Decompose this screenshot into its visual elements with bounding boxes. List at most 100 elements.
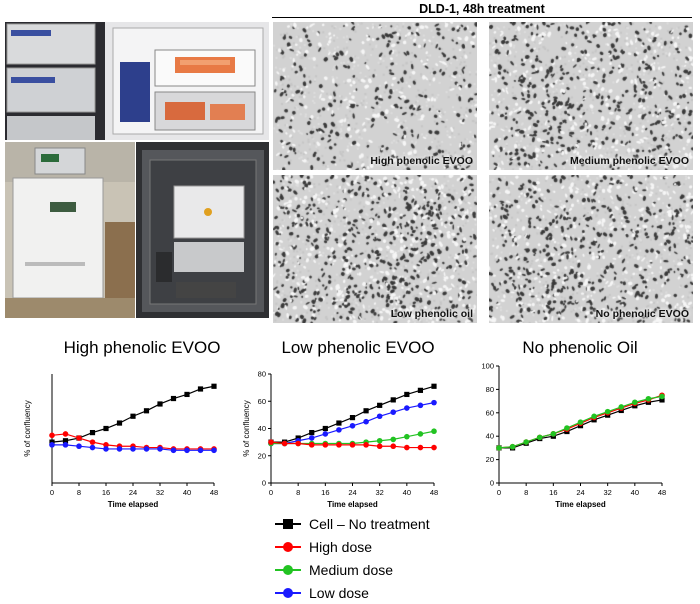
data-point [404,405,410,411]
chart-high-phenolic: 0 8 16 24 32 40 48 Time elapsed % of confluency [23,374,218,509]
legend-label: Cell – No treatment [309,515,430,532]
data-point [157,446,163,452]
x-tick-label: 8 [77,488,81,497]
y-tick-label: 20 [258,451,266,460]
data-point [659,393,665,400]
x-tick-label: 8 [524,488,528,497]
y-tick-label: 60 [258,397,266,406]
data-point [103,442,109,448]
data-point [431,444,437,451]
data-point [322,431,329,437]
incubator-photo-top [5,22,269,140]
x-tick-label: 24 [129,488,137,497]
x-tick-label: 48 [430,488,438,497]
data-point [390,443,397,450]
micro-panel-medium: Medium phenolic EVOO [489,22,693,170]
incubator-photo-left [5,142,135,318]
legend-label: Medium dose [309,561,394,578]
y-tick-label: 0 [490,479,494,488]
data-point [309,429,315,436]
x-tick-label: 24 [348,488,356,497]
data-point [336,442,342,448]
data-point [308,442,315,448]
data-point [76,443,82,450]
x-axis-label: Time elapsed [108,500,159,509]
data-point [431,383,437,389]
x-tick-label: 40 [631,488,639,497]
data-point [390,409,397,415]
data-point [376,443,383,450]
data-point [49,442,55,448]
data-point [659,397,665,403]
x-tick-label: 0 [497,488,501,497]
data-point [336,420,342,426]
y-tick-label: 40 [486,432,494,441]
x-tick-label: 16 [102,488,110,497]
data-point [577,419,584,425]
data-point [509,443,516,450]
data-point [103,425,109,432]
data-point [89,439,96,445]
data-point [295,440,301,447]
data-point [197,386,204,392]
data-point [211,383,217,389]
microscopy-title: DLD-1, 48h treatment [419,2,545,16]
data-point [376,437,383,444]
data-point [281,440,288,447]
data-point [89,429,96,436]
data-point [404,391,410,398]
data-point [349,442,356,448]
legend-label: High dose [309,538,373,555]
micro-label-high: High phenolic EVOO [370,155,473,167]
y-tick-label: 80 [486,385,494,394]
data-point [184,391,190,398]
x-tick-label: 48 [658,488,666,497]
data-point [157,401,163,407]
data-point [62,442,69,448]
y-tick-label: 20 [486,455,494,464]
x-tick-label: 32 [603,488,611,497]
y-tick-label: 0 [262,479,266,488]
legend-item: Medium dose [275,558,430,581]
data-point [417,387,424,393]
x-tick-label: 16 [549,488,557,497]
data-point [618,404,625,410]
data-point [76,435,82,441]
data-point [143,408,150,414]
legend-item: Cell – No treatment [275,512,430,535]
data-point [349,415,356,421]
data-point [632,399,638,406]
micro-label-medium: Medium phenolic EVOO [569,155,689,167]
data-point [170,395,177,402]
data-point [336,427,342,433]
micro-label-low: Low phenolic oil [390,308,473,320]
x-tick-label: 8 [296,488,300,497]
data-point [116,446,123,452]
y-axis-label: % of confluency [242,400,251,456]
chart-title-low: Low phenolic EVOO [281,338,435,357]
data-point [268,439,274,445]
y-axis-label: % of confluency [23,400,32,456]
incubator-photo-right [136,142,269,318]
x-tick-label: 24 [576,488,584,497]
data-point [89,444,96,451]
data-point [431,399,437,406]
data-point [116,420,123,426]
data-point [62,431,69,437]
data-point [130,413,136,419]
chart-title-none: No phenolic Oil [522,338,638,357]
x-tick-label: 48 [210,488,218,497]
chart-low-phenolic: 0 8 16 24 32 40 48 0 20 40 60 80 Time elapsed % of co… [242,370,438,510]
x-tick-label: 32 [375,488,383,497]
data-point [404,444,410,451]
legend-label: Low dose [309,584,369,601]
series-line [271,385,435,443]
data-point [645,395,652,402]
data-point [322,442,329,448]
data-point [550,431,557,437]
legend-item: Low dose [275,581,430,604]
data-point [349,422,356,429]
x-tick-label: 0 [269,488,273,497]
data-point [184,447,190,454]
y-tick-label: 80 [258,370,266,379]
